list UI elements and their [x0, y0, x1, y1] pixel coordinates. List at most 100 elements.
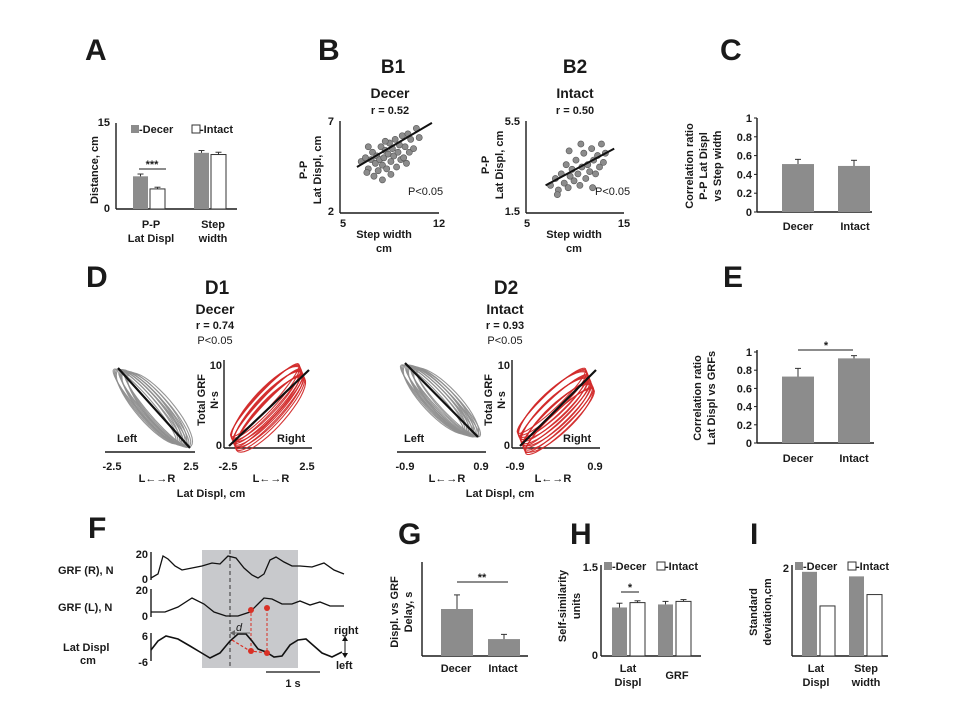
a-ytick-min: 0: [104, 203, 110, 215]
legend-intact: -Intact: [200, 124, 233, 136]
b1-point-7: [374, 167, 382, 175]
i-bar-intact-1: [866, 594, 883, 657]
chart-d1: D1 Decer r = 0.74 P<0.05 Left -2.5 2.5 L…: [103, 278, 315, 500]
c-bar-1: [838, 165, 870, 212]
d2-subtitle: D2: [494, 278, 518, 299]
f-grf-l-ytick-max: 20: [136, 585, 148, 597]
b2-point-27: [577, 140, 585, 148]
d1-left-loop-11: [126, 372, 194, 448]
b2-fit-line: [545, 147, 615, 187]
h-legend-decer: -Decer: [612, 561, 647, 573]
e-bar-1: [838, 358, 870, 443]
h-sig-star: *: [628, 582, 633, 594]
b1-point-26: [401, 143, 409, 151]
b1-point-11: [380, 154, 388, 162]
d1-direction-label-right: L←→R: [253, 473, 290, 485]
b1-point-37: [381, 137, 389, 145]
d1-p-value: P<0.05: [197, 335, 232, 347]
b2-xtick-max: 15: [618, 218, 630, 230]
chart-b2: B2 Intact r = 0.50 P-P Lat Displ, cm 5.5…: [480, 57, 630, 255]
b2-point-12: [576, 181, 584, 189]
d2-xlabel: Lat Displ, cm: [466, 488, 535, 500]
c-ylabel-3: vs Step width: [712, 130, 724, 201]
d1-left-label: Left: [117, 433, 138, 445]
f-marker-1: [248, 607, 254, 613]
c-bar-0: [782, 164, 814, 212]
b1-ylabel-1: P-P: [298, 161, 310, 179]
b2-point-14: [580, 149, 588, 157]
h-ytick-max: 1.5: [583, 562, 598, 574]
h-bar-decer-1: [658, 604, 673, 656]
c-ytick-3: 0.6: [737, 151, 752, 163]
d1-ylabel-1: Total GRF: [196, 374, 208, 426]
panel-label-f: F: [88, 512, 106, 545]
c-ytick-1: 0.2: [737, 188, 752, 200]
b2-point-5: [562, 161, 570, 169]
b1-r-value: r = 0.52: [371, 105, 409, 117]
f-marker-3: [248, 648, 254, 654]
d1-r-value: r = 0.74: [196, 320, 235, 332]
c-ytick-0: 0: [746, 207, 752, 219]
e-ytick-0: 0: [746, 438, 752, 450]
f-right-label: right: [334, 625, 359, 637]
a-bar-intact-1: [210, 154, 227, 210]
i-ylabel-1: Standard: [748, 588, 760, 636]
d2-left-loop-13: [416, 369, 482, 438]
b2-point-26: [565, 147, 573, 155]
b1-point-30: [410, 145, 417, 152]
e-xlabel-intact: Intact: [839, 453, 869, 465]
d2-right-xtick-min: -0.9: [506, 461, 525, 473]
a-ytick-max: 15: [98, 117, 110, 129]
legend-decer: -Decer: [139, 124, 174, 136]
panel-label-b: B: [318, 34, 340, 67]
d2-title: Intact: [486, 301, 524, 317]
panel-label-c: C: [720, 34, 742, 67]
b2-title: Intact: [556, 85, 594, 101]
d1-right-label: Right: [277, 433, 305, 445]
chart-f: GRF (R), N 20 0 GRF (L), N 20 0 Lat Disp…: [58, 549, 359, 690]
h-xlabel-lat-2: Displ: [615, 677, 642, 689]
e-sig-star: *: [824, 340, 829, 352]
b2-ytick-max: 5.5: [505, 116, 520, 128]
i-xlabel-lat-2: Displ: [803, 677, 830, 689]
i-bar-intact-0: [819, 605, 836, 657]
b1-xlabel-2: cm: [376, 243, 392, 255]
d2-right-label: Right: [563, 433, 591, 445]
f-delay-arrowhead: [230, 630, 235, 636]
legend-swatch-decer: [131, 125, 139, 133]
b1-point-33: [379, 176, 386, 184]
f-trace-label-grf-r: GRF (R), N: [58, 565, 114, 577]
b1-point-20: [393, 163, 400, 171]
b1-ytick-min: 2: [328, 206, 334, 218]
g-sig-stars: **: [478, 572, 487, 584]
h-bar-decer-0: [612, 607, 627, 656]
d2-right-loop-13: [524, 388, 595, 456]
b2-point-9: [570, 177, 578, 185]
d1-left-loop-10: [125, 372, 192, 448]
b2-point-17: [586, 168, 594, 175]
a-xlabel-ppl-1: P-P: [142, 219, 160, 231]
g-bar-0: [441, 609, 473, 656]
f-grf-r-ytick-min: 0: [142, 574, 148, 586]
b1-xtick-min: 5: [340, 218, 346, 230]
h-xlabel-lat-1: Lat: [620, 663, 637, 675]
c-ytick-2: 0.4: [737, 169, 753, 181]
f-delay-symbol: d: [236, 622, 243, 634]
b1-xtick-max: 12: [433, 218, 445, 230]
h-legend-swatch-decer: [604, 562, 612, 570]
d2-left-fit-line: [404, 362, 479, 438]
b2-point-24: [600, 158, 607, 166]
panel-label-h: H: [570, 518, 592, 551]
b2-p-value: P<0.05: [595, 186, 630, 198]
g-xlabel-decer: Decer: [441, 663, 472, 675]
d1-right-loop-11: [235, 376, 307, 453]
i-legend-intact: -Intact: [856, 561, 889, 573]
b2-point-20: [592, 170, 599, 178]
e-ytick-2: 0.4: [737, 402, 753, 414]
b1-point-14: [384, 150, 392, 158]
i-legend-swatch-decer: [795, 562, 803, 570]
g-xlabel-intact: Intact: [488, 663, 518, 675]
d2-direction-label-right: L←→R: [535, 473, 572, 485]
f-grf-l-trace: [151, 597, 344, 617]
